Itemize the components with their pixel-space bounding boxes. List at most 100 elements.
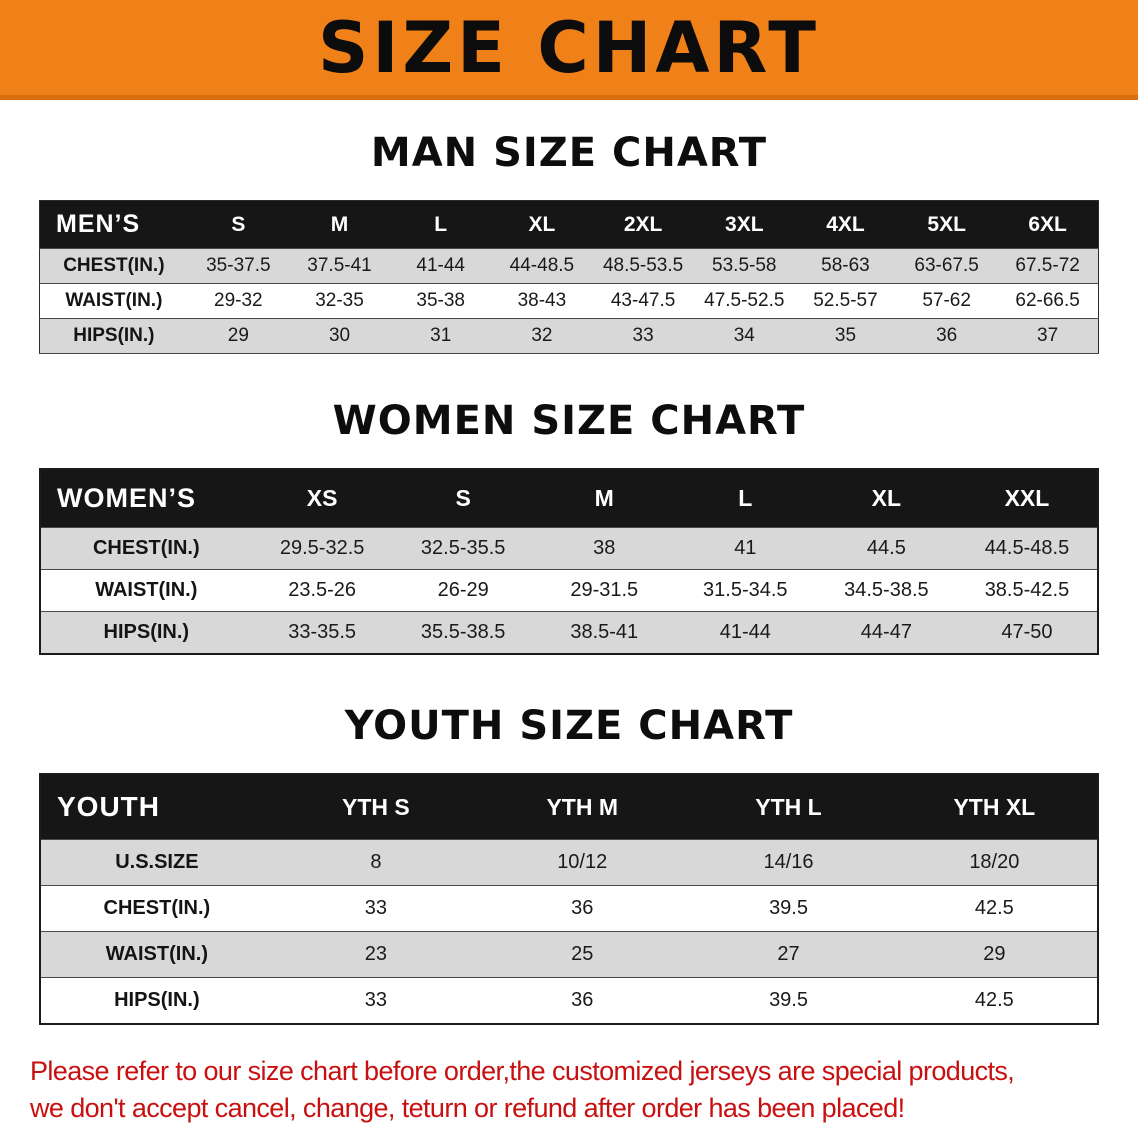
data-cell: 32.5-35.5 — [420, 537, 506, 559]
data-cell: 42.5 — [974, 989, 1014, 1011]
data-cell: 63-67.5 — [914, 255, 979, 276]
page-title: SIZE CHART — [317, 6, 821, 89]
data-cell: 18/20 — [969, 851, 1020, 873]
data-cell: 8 — [370, 851, 382, 873]
data-cell: 35-38 — [416, 290, 466, 311]
data-cell: 35.5-38.5 — [420, 621, 506, 643]
table-body: CHEST(IN.) 35-37.5 37.5-41 41-44 44-48.5 48.5… — [39, 248, 1099, 354]
row-label-cell: U.S.SIZE — [115, 851, 199, 873]
mens-section-heading: MAN SIZE CHART — [370, 130, 768, 176]
size-header-cell: L — [390, 200, 492, 249]
data-cell: 42.5 — [974, 897, 1014, 919]
size-header-cell: 3XL — [693, 200, 795, 249]
data-cell: 29.5-32.5 — [279, 537, 365, 559]
data-cell: 10/12 — [557, 851, 608, 873]
youth-table-wrap: YOUTH YTH S YTH M YTH L YTH XL U.S.SIZE 8 10/12… — [0, 773, 1138, 1025]
table-row: WAIST(IN.) 23.5-26 26-29 29-31.5 31.5-34.5 34… — [40, 569, 1098, 612]
size-header-cell: 5XL — [896, 200, 998, 249]
table-row: WAIST(IN.) 29-32 32-35 35-38 38-43 43-47.5 47.… — [39, 283, 1099, 319]
table-title-cell: YOUTH — [40, 774, 273, 840]
data-cell: 37 — [1037, 325, 1059, 346]
data-cell: 36 — [571, 989, 594, 1011]
data-cell: 29-32 — [214, 290, 263, 311]
womens-size-table: WOMEN’S XS S M L XL XXL CHEST(IN.) 29.5-32.5 32.5… — [39, 468, 1099, 655]
table-row: U.S.SIZE 8 10/12 14/16 18/20 — [40, 839, 1098, 886]
row-label-cell: CHEST(IN.) — [103, 897, 211, 919]
size-header-cell: YTH XL — [891, 774, 1098, 840]
data-cell: 53.5-58 — [712, 255, 777, 276]
womens-section-heading: WOMEN SIZE CHART — [332, 398, 806, 444]
data-cell: 35-37.5 — [206, 255, 271, 276]
table-title-cell: WOMEN’S — [40, 469, 252, 528]
row-label-cell: CHEST(IN.) — [63, 255, 165, 276]
mens-table-wrap: MEN’S S M L XL 2XL 3XL 4XL 5XL 6XL CHEST(IN.) 35-37… — [0, 200, 1138, 354]
table-row: CHEST(IN.) 29.5-32.5 32.5-35.5 38 41 44.5 44.5… — [40, 527, 1098, 570]
data-cell: 34.5-38.5 — [844, 579, 929, 601]
table-header-row: YOUTH YTH S YTH M YTH L YTH XL — [40, 774, 1098, 840]
data-cell: 31 — [430, 325, 452, 346]
data-cell: 47-50 — [1001, 621, 1053, 643]
row-label-cell: HIPS(IN.) — [114, 989, 200, 1011]
table-body: CHEST(IN.) 29.5-32.5 32.5-35.5 38 41 44.5 44.5… — [40, 527, 1098, 654]
size-header-cell: S — [187, 200, 289, 249]
youth-section-heading: YOUTH SIZE CHART — [344, 703, 794, 749]
table-header-row: WOMEN’S XS S M L XL XXL — [40, 469, 1098, 528]
data-cell: 67.5-72 — [1015, 255, 1080, 276]
table-header: WOMEN’S XS S M L XL XXL — [40, 469, 1098, 528]
size-header-cell: 2XL — [592, 200, 694, 249]
data-cell: 36 — [936, 325, 958, 346]
data-cell: 62-66.5 — [1015, 290, 1080, 311]
data-cell: 44.5 — [866, 537, 906, 559]
data-cell: 33 — [364, 989, 388, 1011]
table-header: YOUTH YTH S YTH M YTH L YTH XL — [40, 774, 1098, 840]
data-cell: 47.5-52.5 — [704, 290, 785, 311]
size-header-cell: M — [288, 200, 391, 249]
table-row: HIPS(IN.) 33-35.5 35.5-38.5 38.5-41 41-44 44-… — [40, 611, 1098, 654]
mens-section: MAN SIZE CHART MEN’S S M L XL 2XL 3XL 4XL 5XL 6XL… — [0, 130, 1138, 354]
data-cell: 31.5-34.5 — [703, 579, 788, 601]
data-cell: 33 — [364, 897, 388, 919]
data-cell: 14/16 — [763, 851, 814, 873]
disclaimer-line-1: Please refer to our size chart before or… — [30, 1056, 1015, 1086]
data-cell: 26-29 — [437, 579, 489, 601]
data-cell: 29 — [983, 943, 1006, 965]
table-row: CHEST(IN.) 33 36 39.5 42.5 — [40, 885, 1098, 932]
data-cell: 38-43 — [517, 290, 567, 311]
data-cell: 23 — [364, 943, 388, 965]
data-cell: 30 — [328, 325, 351, 346]
size-chart-banner: SIZE CHART — [0, 0, 1138, 100]
youth-section: YOUTH SIZE CHART YOUTH YTH S YTH M YTH L YTH… — [0, 703, 1138, 1025]
row-label-cell: HIPS(IN.) — [73, 325, 155, 346]
size-header-cell: L — [674, 469, 816, 528]
data-cell: 39.5 — [769, 897, 808, 919]
size-header-cell: XS — [251, 469, 393, 528]
disclaimer-line-2: we don't accept cancel, change, teturn o… — [30, 1093, 905, 1124]
data-cell: 27 — [777, 943, 800, 965]
data-cell: 44-47 — [860, 621, 912, 643]
data-cell: 32-35 — [315, 290, 364, 311]
data-cell: 23.5-26 — [288, 579, 357, 601]
womens-table-wrap: WOMEN’S XS S M L XL XXL CHEST(IN.) 29.5-32.5 32.5… — [0, 468, 1138, 655]
table-header-row: MEN’S S M L XL 2XL 3XL 4XL 5XL 6XL — [39, 200, 1099, 249]
mens-size-table: MEN’S S M L XL 2XL 3XL 4XL 5XL 6XL CHEST(IN.) 35-37… — [39, 200, 1099, 354]
womens-section: WOMEN SIZE CHART WOMEN’S XS S M L XL XXL CHEST(… — [0, 398, 1138, 655]
size-header-cell: YTH S — [272, 774, 480, 840]
data-cell: 41-44 — [719, 621, 771, 643]
data-cell: 41 — [734, 537, 757, 559]
data-cell: 25 — [571, 943, 594, 965]
data-cell: 34 — [733, 325, 755, 346]
size-header-cell: XXL — [956, 469, 1098, 528]
data-cell: 57-62 — [922, 290, 971, 311]
table-body: U.S.SIZE 8 10/12 14/16 18/20 CHEST(IN.) 33 36 39… — [40, 839, 1098, 1024]
data-cell: 48.5-53.5 — [602, 255, 684, 276]
data-cell: 32 — [531, 325, 553, 346]
data-cell: 38.5-42.5 — [984, 579, 1070, 601]
size-header-cell: 4XL — [794, 200, 897, 249]
data-cell: 38.5-41 — [570, 621, 639, 643]
data-cell: 44-48.5 — [509, 255, 575, 276]
row-label-cell: WAIST(IN.) — [65, 290, 163, 311]
data-cell: 58-63 — [821, 255, 870, 276]
data-cell: 33-35.5 — [288, 621, 357, 643]
data-cell: 29-31.5 — [570, 579, 639, 601]
data-cell: 39.5 — [769, 989, 808, 1011]
